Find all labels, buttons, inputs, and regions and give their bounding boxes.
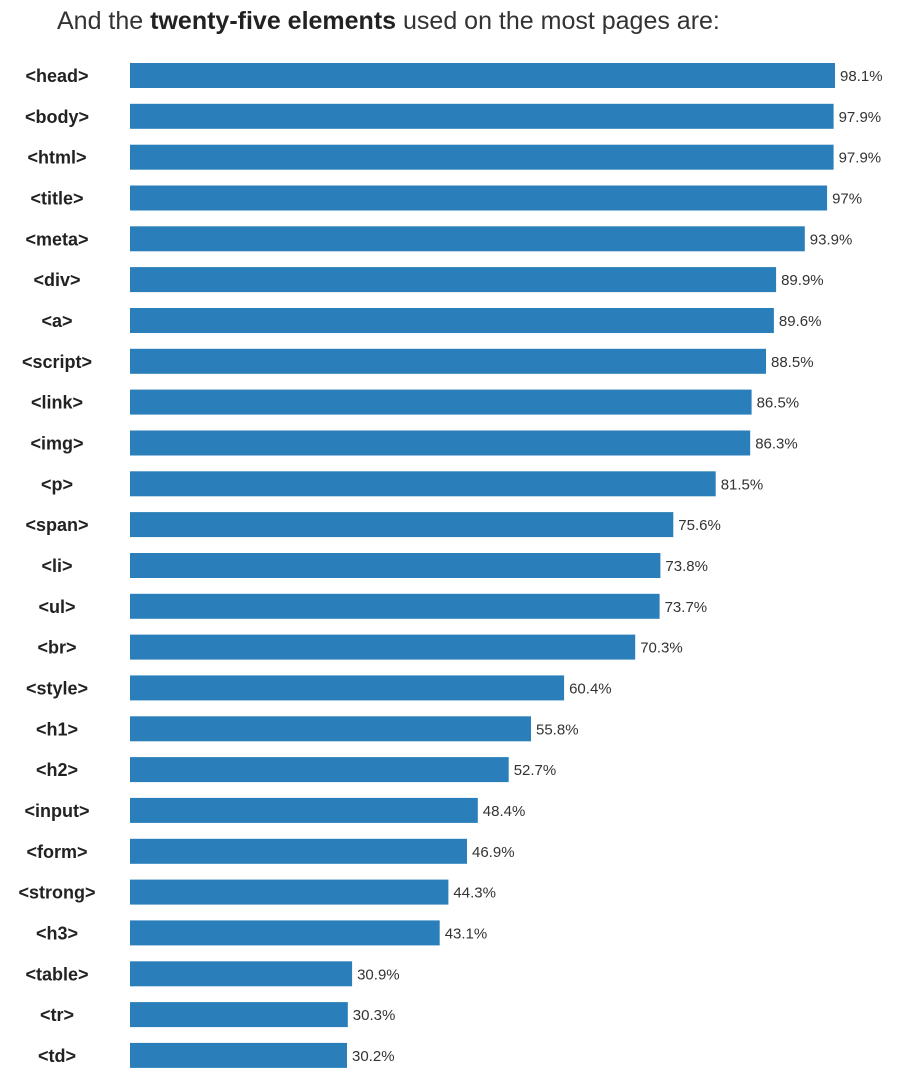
value-label: 73.8% — [665, 558, 708, 575]
value-label: 30.9% — [357, 966, 400, 983]
category-label: <style> — [26, 678, 88, 698]
value-label: 60.4% — [569, 680, 612, 697]
value-label: 97.9% — [839, 109, 882, 126]
value-label: 46.9% — [472, 844, 515, 861]
bar — [130, 185, 828, 211]
value-label: 89.6% — [779, 313, 822, 330]
value-label: 93.9% — [810, 231, 853, 248]
bar — [130, 1042, 347, 1068]
category-label: <td> — [38, 1046, 76, 1066]
category-label: <form> — [26, 842, 87, 862]
bar — [130, 634, 636, 660]
value-label: 52.7% — [514, 762, 557, 779]
bar — [130, 348, 766, 374]
value-label: 89.9% — [781, 272, 824, 289]
bar — [130, 716, 531, 742]
bar — [130, 879, 449, 905]
value-label: 97.9% — [839, 150, 882, 167]
bar — [130, 553, 661, 578]
category-label: <head> — [25, 66, 88, 86]
category-label: <link> — [31, 393, 83, 413]
bar — [130, 267, 777, 293]
bar — [130, 226, 805, 252]
bar — [130, 797, 478, 823]
bar — [130, 63, 835, 88]
bar — [130, 389, 752, 415]
category-label: <table> — [25, 964, 88, 984]
bar — [130, 144, 834, 170]
value-label: 97% — [832, 191, 862, 208]
value-label: 44.3% — [453, 885, 496, 902]
category-label: <meta> — [25, 229, 88, 249]
value-label: 88.5% — [771, 354, 814, 371]
value-label: 98.1% — [840, 68, 883, 85]
bar — [130, 757, 509, 783]
bar — [130, 512, 674, 538]
value-label: 30.2% — [352, 1048, 395, 1065]
bar — [130, 675, 565, 701]
category-label: <br> — [37, 638, 76, 658]
category-label: <body> — [25, 107, 89, 127]
value-label: 43.1% — [445, 925, 488, 942]
category-label: <span> — [25, 515, 88, 535]
bar — [130, 308, 774, 333]
category-label: <h1> — [36, 719, 78, 739]
value-label: 48.4% — [483, 803, 526, 820]
bar — [130, 593, 660, 619]
heading-suffix: used on the most pages are: — [396, 7, 720, 35]
category-label: <h3> — [36, 923, 78, 943]
category-label: <script> — [22, 352, 92, 372]
value-label: 70.3% — [640, 640, 683, 657]
category-label: <img> — [30, 434, 83, 454]
chart-heading: And the twenty-five elements used on the… — [57, 4, 720, 38]
bar — [130, 920, 440, 946]
value-label: 73.7% — [665, 599, 708, 616]
category-label: <input> — [24, 801, 89, 821]
category-label: <h2> — [36, 760, 78, 780]
category-label: <li> — [41, 556, 72, 576]
category-label: <ul> — [38, 597, 75, 617]
bar — [130, 103, 834, 129]
bar — [130, 471, 716, 497]
category-label: <strong> — [18, 883, 95, 903]
bar — [130, 838, 467, 864]
category-label: <html> — [27, 148, 86, 168]
heading-emphasis: twenty-five elements — [150, 7, 397, 35]
bar — [130, 1002, 348, 1028]
category-label: <a> — [41, 311, 72, 331]
value-label: 86.5% — [757, 395, 800, 412]
value-label: 81.5% — [721, 476, 764, 493]
value-label: 30.3% — [353, 1007, 396, 1024]
category-label: <tr> — [40, 1005, 74, 1025]
heading-prefix: And the — [57, 7, 151, 35]
value-label: 55.8% — [536, 721, 579, 738]
value-label: 86.3% — [755, 436, 798, 453]
category-label: <p> — [41, 474, 73, 494]
value-label: 75.6% — [678, 517, 721, 534]
bar — [130, 430, 751, 456]
category-label: <title> — [30, 189, 83, 209]
bar — [130, 961, 353, 987]
category-label: <div> — [33, 270, 80, 290]
